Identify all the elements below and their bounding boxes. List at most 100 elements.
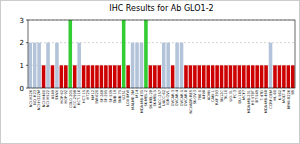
bar — [211, 65, 215, 88]
tick-label: 2 — [20, 39, 24, 47]
category-label: NCI-H226 — [29, 89, 33, 107]
title: IHC Results for Ab GLO1-2 — [109, 4, 213, 13]
category-label: A549 — [51, 89, 55, 99]
category-label: ACHN — [207, 90, 211, 101]
category-label: T-47D — [260, 90, 264, 102]
category-label: PC-3 — [233, 90, 237, 98]
bar — [140, 43, 144, 88]
bar — [135, 43, 139, 88]
bar — [122, 20, 126, 88]
plot-frame — [28, 20, 295, 88]
bar — [149, 65, 153, 88]
bar — [233, 65, 237, 88]
bar — [229, 65, 233, 88]
bar — [202, 65, 206, 88]
bar — [153, 65, 157, 88]
category-label: HT29 — [86, 89, 90, 99]
bar — [55, 43, 59, 88]
bar — [157, 65, 161, 88]
bar — [206, 65, 210, 88]
bar — [269, 43, 273, 88]
bars — [28, 20, 294, 88]
bar — [95, 65, 99, 88]
bar — [91, 65, 95, 88]
bar — [220, 65, 224, 88]
bar — [251, 65, 255, 88]
category-label: RXF 393 — [215, 90, 219, 105]
category-label: OVCAR-4 — [175, 89, 179, 106]
category-label: SF-268 — [100, 89, 104, 102]
bar — [64, 65, 68, 88]
bar — [117, 65, 121, 88]
category-label: NCI-H322M — [37, 90, 41, 110]
bar — [109, 65, 113, 88]
bar — [37, 43, 41, 88]
bar — [51, 65, 55, 88]
category-label: SK-MEL-28 — [149, 89, 153, 108]
bar — [260, 65, 264, 88]
bar — [242, 65, 246, 88]
category-label: HL-60 — [273, 89, 277, 100]
bar — [60, 65, 64, 88]
bar — [198, 65, 202, 88]
category-label: HCC-2998 — [73, 89, 77, 108]
category-label: KM12 — [91, 90, 95, 100]
category-label: UACC-62 — [162, 90, 166, 106]
category-label: CAKI-1 — [211, 90, 215, 102]
category-label: SF-539 — [109, 89, 113, 102]
category-label: SK-MEL-2 — [144, 90, 148, 106]
bar — [180, 43, 184, 88]
bar — [144, 20, 148, 88]
category-label: MOLT-4 — [282, 89, 286, 103]
category-label: NCI-H460 — [42, 89, 46, 107]
bar — [193, 65, 197, 88]
chart: IHC Results for Ab GLO1-2 0 1 2 3 NCI-H226 NCI… — [0, 0, 300, 144]
grid-line — [28, 42, 295, 43]
category-label: EKVX — [55, 89, 59, 99]
bar — [33, 43, 37, 88]
category-label: MDA-MB-231 — [247, 90, 251, 113]
category-label: UACC-257 — [158, 90, 162, 108]
category-label: HCT-116 — [77, 89, 81, 105]
bar — [264, 65, 268, 88]
bar — [184, 65, 188, 88]
category-label: SNB-75 — [118, 90, 122, 103]
category-label: DU-145 — [238, 90, 242, 104]
bar — [291, 65, 295, 88]
bar — [113, 65, 117, 88]
category-label: SN12C — [220, 90, 224, 103]
bar — [189, 65, 193, 88]
tick-label: 1 — [20, 62, 24, 70]
bar — [73, 65, 77, 88]
category-label: SF-295 — [104, 90, 108, 103]
bar — [224, 65, 228, 88]
bar — [171, 65, 175, 88]
category-label: BT-549 — [255, 89, 259, 102]
bar — [287, 65, 291, 88]
category-label: M14 — [135, 89, 139, 97]
bar — [278, 65, 282, 88]
category-label: SR — [291, 90, 295, 95]
category-label: MDA-MB-435 — [140, 90, 144, 113]
category-label: NCI/ADR-RES — [189, 89, 193, 113]
category-label: MDA-MB-468 — [264, 89, 268, 113]
background — [1, 1, 300, 144]
category-label: MCF7 — [242, 90, 246, 100]
category-label: HOP-92 — [64, 90, 68, 104]
tick-label: 3 — [20, 17, 24, 25]
category-label: K-562 — [278, 90, 282, 100]
category-label: LOX IMVI — [126, 90, 130, 106]
bar — [131, 43, 135, 88]
category-label: HCT-15 — [82, 90, 86, 103]
tick-label: 0 — [20, 85, 24, 93]
bar — [46, 43, 50, 88]
category-label: RPMI-8226 — [287, 89, 291, 109]
category-label: OVCAR-8 — [184, 89, 188, 106]
category-label: COLO 205 — [69, 90, 73, 108]
plot-area — [28, 20, 295, 88]
bar — [77, 43, 81, 88]
grid-line — [28, 65, 295, 66]
bar — [42, 65, 46, 88]
category-label: MALME-3M — [131, 90, 135, 110]
bar — [100, 65, 104, 88]
